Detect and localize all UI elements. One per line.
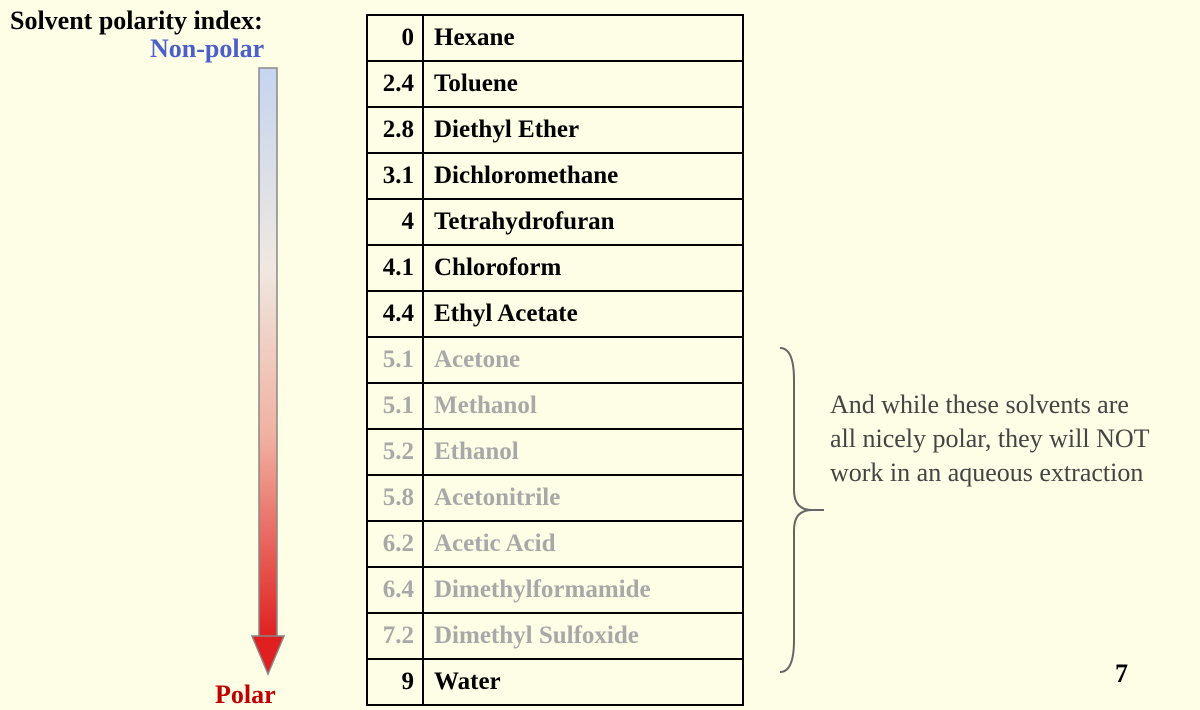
solvent-name-cell: Dichloromethane xyxy=(423,153,743,199)
table-row: 4.4Ethyl Acetate xyxy=(367,291,743,337)
table-row: 7.2Dimethyl Sulfoxide xyxy=(367,613,743,659)
table-row: 6.4Dimethylformamide xyxy=(367,567,743,613)
polarity-index-cell: 6.4 xyxy=(367,567,423,613)
solvent-name-cell: Dimethyl Sulfoxide xyxy=(423,613,743,659)
solvent-name-cell: Acetonitrile xyxy=(423,475,743,521)
polarity-index-cell: 7.2 xyxy=(367,613,423,659)
solvent-name-cell: Acetone xyxy=(423,337,743,383)
solvent-name-cell: Ethanol xyxy=(423,429,743,475)
solvent-name-cell: Toluene xyxy=(423,61,743,107)
solvent-name-cell: Acetic Acid xyxy=(423,521,743,567)
solvent-name-cell: Dimethylformamide xyxy=(423,567,743,613)
table-row: 6.2Acetic Acid xyxy=(367,521,743,567)
polarity-index-cell: 9 xyxy=(367,659,423,705)
table-row: 0Hexane xyxy=(367,15,743,61)
polarity-index-cell: 4 xyxy=(367,199,423,245)
polarity-index-cell: 5.1 xyxy=(367,337,423,383)
table-row: 2.8Diethyl Ether xyxy=(367,107,743,153)
nonpolar-label: Non-polar xyxy=(150,34,264,64)
solvent-table: 0Hexane2.4Toluene2.8Diethyl Ether3.1Dich… xyxy=(366,14,744,706)
polarity-index-cell: 4.4 xyxy=(367,291,423,337)
table-row: 3.1Dichloromethane xyxy=(367,153,743,199)
page-title: Solvent polarity index: xyxy=(10,6,263,36)
polarity-arrow xyxy=(250,66,286,678)
table-row: 4Tetrahydrofuran xyxy=(367,199,743,245)
solvent-name-cell: Hexane xyxy=(423,15,743,61)
solvent-name-cell: Ethyl Acetate xyxy=(423,291,743,337)
polarity-index-cell: 6.2 xyxy=(367,521,423,567)
solvent-name-cell: Water xyxy=(423,659,743,705)
annotation-text: And while these solvents are all nicely … xyxy=(830,388,1160,489)
table-row: 5.2Ethanol xyxy=(367,429,743,475)
solvent-name-cell: Diethyl Ether xyxy=(423,107,743,153)
table-row: 5.1Acetone xyxy=(367,337,743,383)
solvent-name-cell: Methanol xyxy=(423,383,743,429)
polarity-index-cell: 5.2 xyxy=(367,429,423,475)
solvent-name-cell: Chloroform xyxy=(423,245,743,291)
polarity-index-cell: 4.1 xyxy=(367,245,423,291)
polarity-index-cell: 5.1 xyxy=(367,383,423,429)
polarity-index-cell: 0 xyxy=(367,15,423,61)
bracket-icon xyxy=(772,340,824,680)
polar-label: Polar xyxy=(215,680,276,710)
polarity-index-cell: 2.4 xyxy=(367,61,423,107)
polarity-index-cell: 5.8 xyxy=(367,475,423,521)
table-row: 9Water xyxy=(367,659,743,705)
page-number: 7 xyxy=(1115,659,1128,689)
table-row: 5.8Acetonitrile xyxy=(367,475,743,521)
table-row: 5.1Methanol xyxy=(367,383,743,429)
table-row: 4.1Chloroform xyxy=(367,245,743,291)
solvent-name-cell: Tetrahydrofuran xyxy=(423,199,743,245)
polarity-index-cell: 2.8 xyxy=(367,107,423,153)
polarity-index-cell: 3.1 xyxy=(367,153,423,199)
table-row: 2.4Toluene xyxy=(367,61,743,107)
